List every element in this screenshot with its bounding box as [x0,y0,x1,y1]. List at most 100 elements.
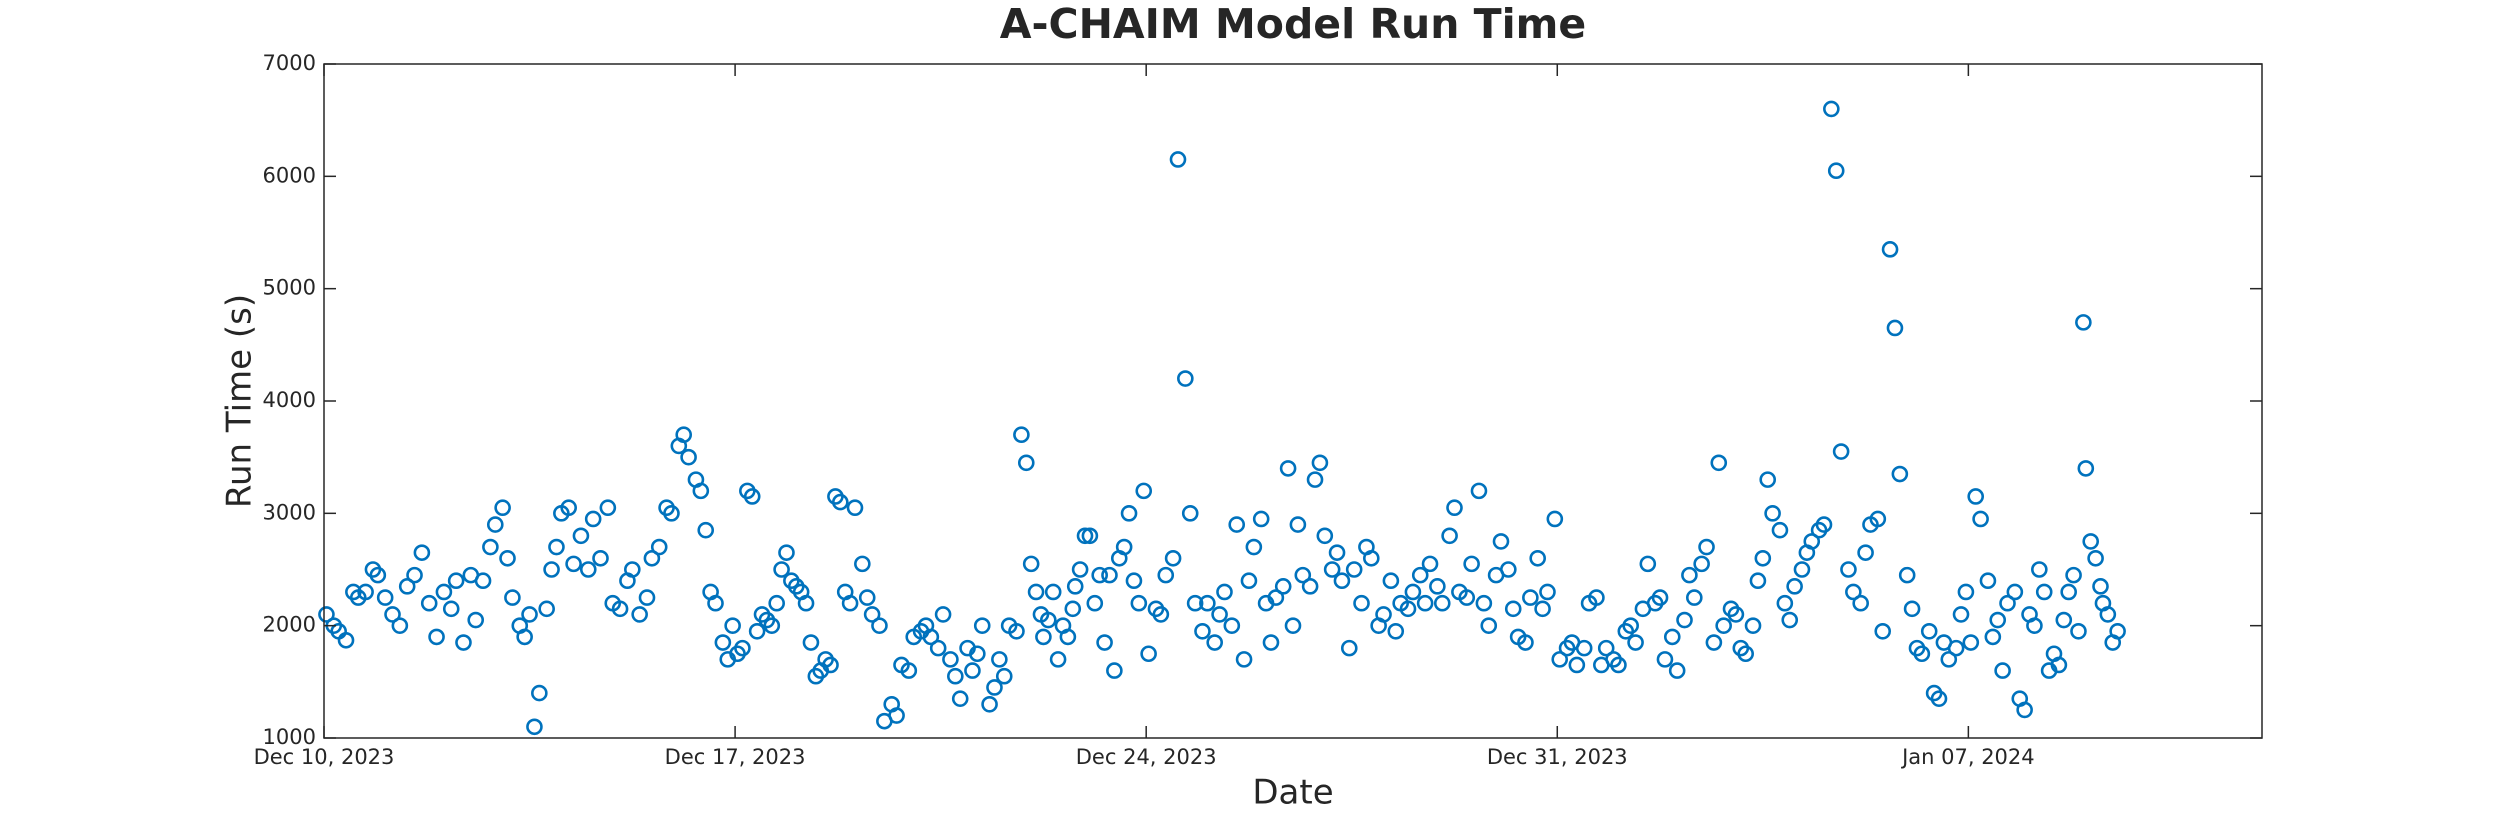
point [548,538,565,556]
point [1979,572,1997,590]
x-tick-label: Jan 07, 2024 [1900,745,2035,769]
point [337,631,355,649]
point [406,566,423,584]
point [1920,622,1938,640]
point [2087,549,2104,567]
point [1076,527,1094,545]
point [1656,651,1674,668]
point [1781,611,1799,629]
point [986,679,1003,696]
point [1186,594,1204,612]
point [1913,645,1931,663]
point [1874,622,1892,640]
point [1852,594,1869,612]
point [1106,662,1123,679]
point [973,617,991,634]
point [663,505,680,522]
point [934,606,952,623]
point [1534,600,1551,618]
point [499,549,516,567]
point [1199,594,1216,612]
point [1994,662,2011,679]
point [871,617,888,634]
point [486,516,504,533]
point [1130,594,1148,612]
point [1240,572,1258,590]
point [391,617,409,634]
point [1903,600,1921,618]
point [1989,611,2007,629]
point [1610,656,1627,674]
point [318,606,335,623]
point [1091,566,1108,584]
point [1622,617,1639,634]
point [1529,549,1546,567]
point [2082,533,2100,550]
x-tick-label: Dec 17, 2023 [665,745,806,769]
point [697,521,715,539]
point [1279,460,1297,477]
point [1044,583,1062,601]
point [1284,617,1302,634]
point [1705,634,1723,651]
point [1416,594,1434,612]
point [1211,606,1228,623]
point [1568,656,1586,674]
point [543,561,560,578]
point [1827,162,1845,180]
point [1375,606,1392,623]
point [1676,611,1693,629]
point [1597,639,1615,657]
point [969,645,986,663]
x-tick-label: Dec 24, 2023 [1076,745,1217,769]
point [1881,241,1899,258]
point [1957,583,1975,601]
point [1539,583,1556,601]
point [1651,589,1669,606]
x-axis-label: Date [1252,773,1333,813]
point [455,634,472,651]
point [1323,561,1341,578]
point [643,549,661,567]
point [763,617,781,634]
point [1475,594,1493,612]
point [778,544,795,561]
point [1311,454,1329,472]
point [1930,690,1948,707]
point [504,589,521,606]
point [1086,594,1104,612]
point [2055,611,2073,629]
point [1891,465,1909,483]
point [1289,516,1307,533]
point [1252,510,1270,528]
point [1181,505,1199,522]
point [1737,645,1754,663]
point [494,499,511,517]
point [1206,634,1223,651]
point [1429,578,1446,595]
point [1845,583,1862,601]
point [516,628,533,646]
point [1421,555,1439,573]
point [624,561,641,578]
x-tick-label: Dec 31, 2023 [1487,745,1628,769]
point [743,488,761,505]
point [981,695,998,713]
point [599,499,617,517]
point [1940,651,1958,668]
point [714,634,732,651]
point [1823,100,1840,118]
point [384,606,401,623]
point [1776,594,1794,612]
point [1668,662,1686,679]
point [474,572,492,590]
point [1059,628,1077,646]
point [428,628,445,646]
point [1120,505,1138,522]
point [1480,617,1498,634]
point [1404,583,1422,601]
point [2031,561,2048,578]
point [1223,617,1241,634]
point [1301,578,1319,595]
